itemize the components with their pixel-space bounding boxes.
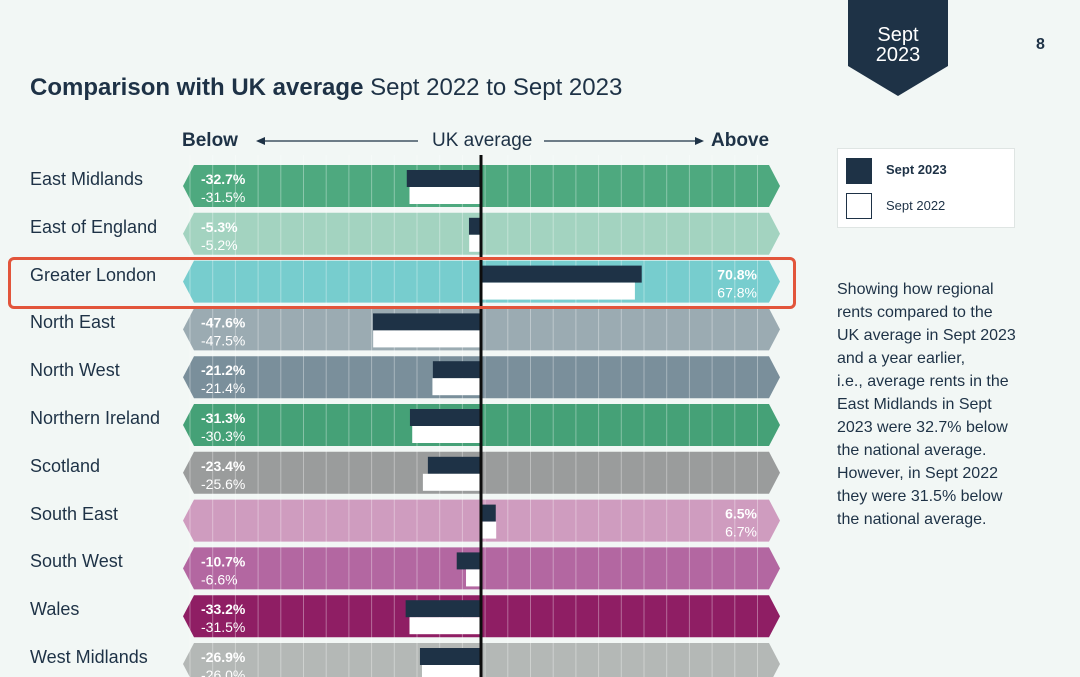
bar-sept-2022-north-west [432, 378, 481, 396]
legend-swatch-sept-2022 [846, 193, 872, 219]
legend-label-sept-2022: Sept 2022 [886, 198, 946, 213]
rent-comparison-chart: -32.7% -31.5% -5.3% -5.2% 70.8% 67.8% -47.6% -4… [183, 137, 780, 677]
value-label-sept-2023-north-east: -47.6% [201, 314, 246, 330]
value-label-sept-2023-west-midlands: -26.9% [201, 649, 246, 665]
bar-sept-2022-greater-london [481, 282, 635, 300]
bar-sept-2023-north-west [432, 361, 481, 379]
note-line: and a year earlier, [837, 350, 966, 367]
page-number: 8 [1036, 36, 1045, 53]
note-line: East Midlands in Sept [837, 396, 992, 413]
region-label-northern-ireland: Northern Ireland [30, 408, 161, 428]
value-label-sept-2023-greater-london: 70.8% [717, 267, 757, 283]
value-label-sept-2022-north-west: -21.4% [201, 380, 245, 396]
note-line: the national average. [837, 442, 987, 459]
value-label-sept-2022-wales: -31.5% [201, 619, 245, 635]
bar-sept-2023-west-midlands [419, 648, 481, 665]
value-label-sept-2023-east-of-england: -5.3% [201, 219, 238, 235]
bar-sept-2022-north-east [373, 330, 481, 348]
note-line: they were 31.5% below [837, 488, 1003, 505]
legend-swatch-sept-2023 [846, 158, 872, 184]
region-label-wales: Wales [30, 599, 80, 620]
bar-sept-2023-south-west [456, 552, 481, 570]
axis-label-uk-average: UK average [432, 130, 533, 151]
date-badge: Sept 2023 [848, 0, 948, 96]
axis-arrow-left-head [256, 137, 265, 145]
value-label-sept-2022-west-midlands: -26.0% [201, 667, 245, 677]
value-label-sept-2023-wales: -33.2% [201, 601, 246, 617]
date-badge-month: Sept [877, 24, 919, 46]
region-label-north-east: North East [30, 312, 116, 333]
note-line: i.e., average rents in the [837, 373, 1009, 390]
region-label-south-west: South West [30, 551, 123, 572]
region-label-greater-london: Greater London [30, 264, 157, 285]
bar-sept-2022-scotland [422, 473, 481, 491]
value-label-sept-2023-south-east: 6.5% [725, 506, 757, 522]
value-label-sept-2022-east-midlands: -31.5% [201, 189, 245, 205]
title-period: Sept 2022 to Sept 2023 [370, 74, 623, 101]
bar-sept-2023-north-east [372, 313, 481, 331]
note-line: rents compared to the [837, 304, 993, 321]
value-label-sept-2022-east-of-england: -5.2% [201, 237, 238, 253]
note-line: However, in Sept 2022 [837, 465, 998, 482]
region-label-north-west: North West [30, 360, 120, 381]
value-label-sept-2022-south-west: -6.6% [201, 571, 238, 587]
page-title: Comparison with UK average Sept 2022 to … [30, 74, 622, 102]
greater-london-highlight [8, 257, 796, 309]
title-bold: Comparison with UK average [30, 74, 364, 101]
axis-label-below: Below [182, 130, 238, 151]
note-line: the national average. [837, 511, 987, 528]
region-label-west-midlands: West Midlands [30, 647, 148, 667]
bar-sept-2023-east-of-england [468, 217, 481, 235]
bar-sept-2022-east-midlands [409, 187, 481, 204]
region-label-south-east: South East [30, 503, 119, 524]
value-label-sept-2022-north-east: -47.5% [201, 332, 245, 348]
value-label-sept-2023-scotland: -23.4% [201, 458, 246, 474]
bar-sept-2023-greater-london [481, 265, 642, 283]
bar-sept-2023-east-midlands [406, 170, 481, 187]
value-label-sept-2023-north-west: -21.2% [201, 362, 246, 378]
bar-sept-2022-east-of-england [469, 234, 481, 252]
value-label-sept-2022-south-east: 6.7% [725, 524, 757, 540]
value-label-sept-2022-greater-london: 67.8% [717, 285, 757, 301]
bar-sept-2022-wales [409, 617, 481, 635]
bar-sept-2023-south-east [481, 504, 496, 522]
note-line: 2023 were 32.7% below [837, 419, 1008, 436]
axis-label-above: Above [711, 130, 770, 151]
chart-legend: Sept 2023 Sept 2022 [837, 148, 1015, 228]
date-badge-ribbon-shape [848, 0, 948, 96]
date-badge-year: 2023 [875, 44, 921, 66]
region-label-east-midlands: East Midlands [30, 169, 144, 189]
bar-sept-2023-wales [405, 600, 481, 618]
bar-sept-2023-scotland [427, 456, 481, 474]
bar-sept-2022-south-west [466, 569, 481, 587]
value-label-sept-2023-east-midlands: -32.7% [201, 171, 246, 187]
value-label-sept-2023-northern-ireland: -31.3% [201, 410, 246, 426]
value-label-sept-2023-south-west: -10.7% [201, 553, 246, 569]
legend-label-sept-2023: Sept 2023 [886, 162, 947, 177]
explanatory-note: Showing how regional rents compared to t… [837, 278, 1052, 531]
bar-sept-2023-northern-ireland [409, 409, 481, 426]
value-label-sept-2022-northern-ireland: -30.3% [201, 428, 245, 444]
note-line: UK average in Sept 2023 [837, 327, 1016, 344]
bar-sept-2022-south-east [481, 521, 497, 539]
note-line: Showing how regional [837, 281, 994, 298]
region-label-scotland: Scotland [30, 455, 101, 476]
value-label-sept-2022-scotland: -25.6% [201, 476, 245, 492]
region-label-east-of-england: East of England [30, 216, 158, 237]
axis-arrow-right-head [695, 137, 704, 145]
bar-sept-2022-northern-ireland [412, 426, 481, 443]
bar-sept-2022-west-midlands [421, 665, 481, 677]
